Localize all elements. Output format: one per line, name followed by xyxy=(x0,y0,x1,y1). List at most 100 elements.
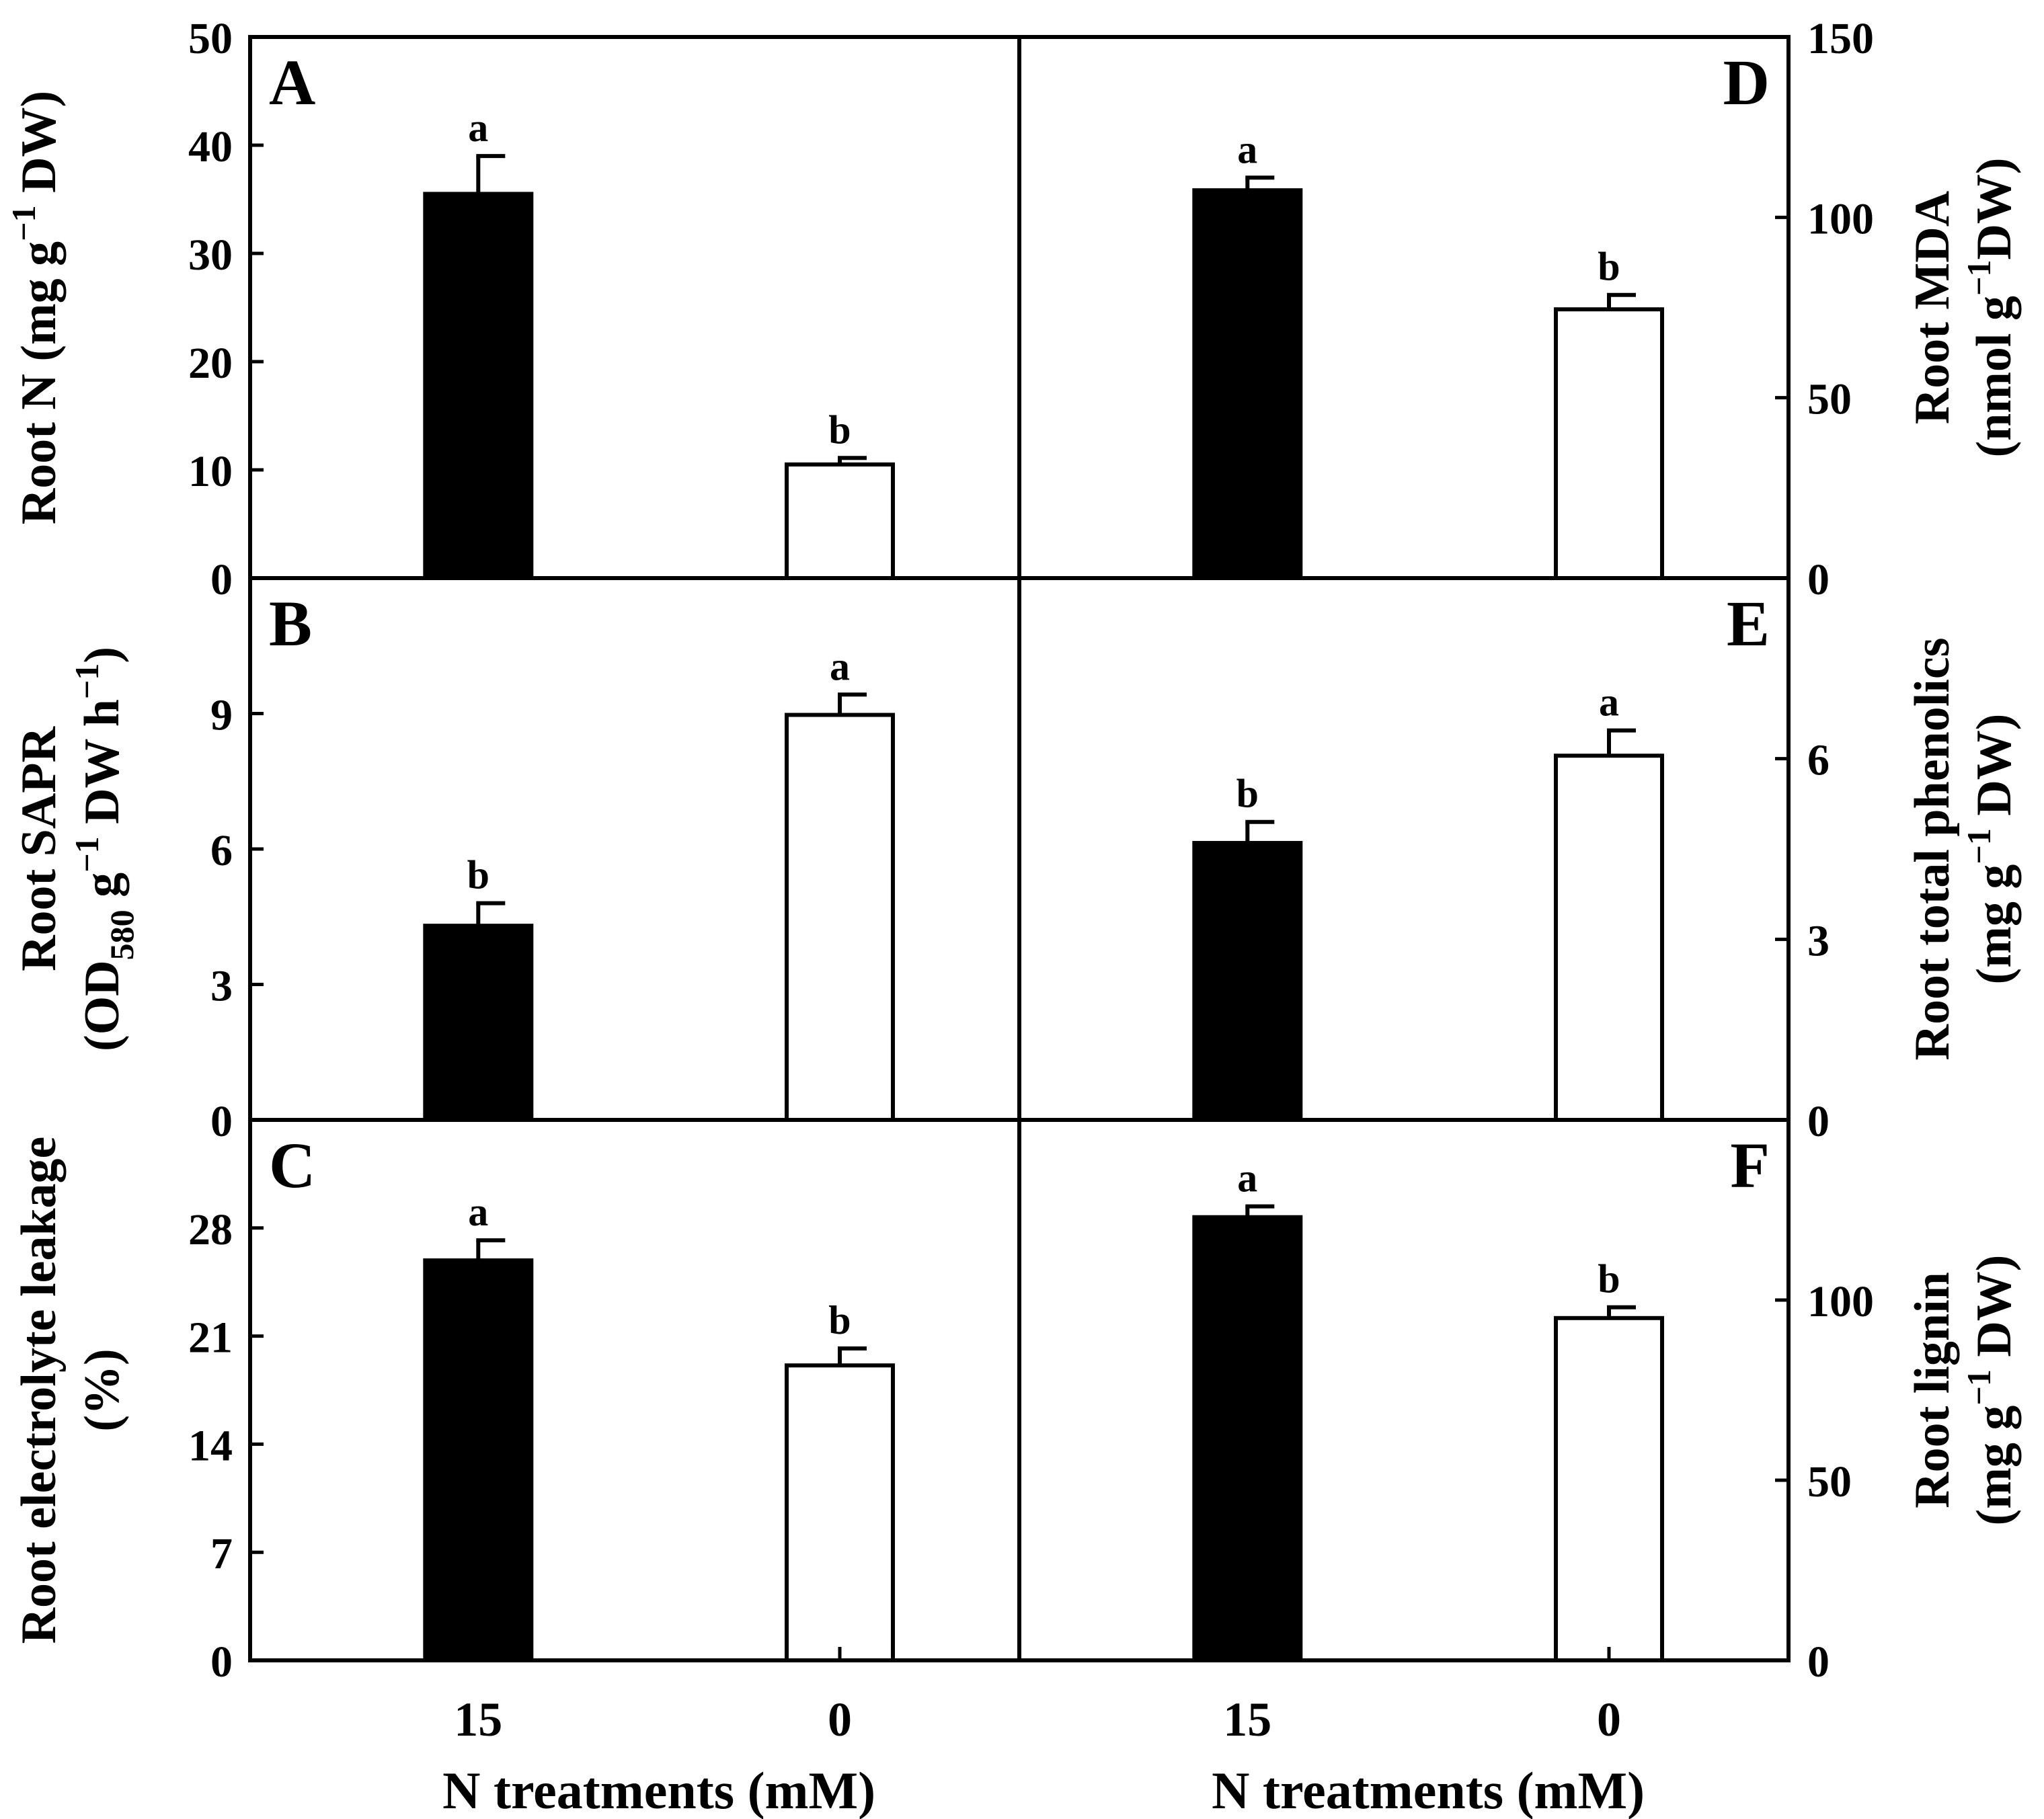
panel-letter-d: D xyxy=(1723,46,1770,118)
y-axis-title-segment: Root electrolyte leakage xyxy=(11,1137,67,1644)
significance-letter-b-0: a xyxy=(830,644,850,688)
y-tick-label-a: 20 xyxy=(188,339,233,388)
y-tick-label-f: 100 xyxy=(1807,1277,1874,1326)
significance-letter-f-15: a xyxy=(1237,1156,1257,1201)
panel-f: a b 0 50 100 F Root lignin (mg g−1 DW) xyxy=(1192,1129,2022,1687)
y-tick-label-d: 150 xyxy=(1807,14,1874,63)
y-tick-label-a: 10 xyxy=(188,447,233,496)
panel-letter-e: E xyxy=(1727,588,1770,659)
x-tick-label-right: 15 xyxy=(1223,1693,1271,1746)
significance-letter-c-15: a xyxy=(468,1190,488,1234)
y-tick-label-d: 100 xyxy=(1807,194,1874,243)
y-tick-label-a: 50 xyxy=(188,14,233,63)
y-tick-label-a: 40 xyxy=(188,122,233,171)
panel-c: a b 0 7 14 21 28 C Root electrolyte leakage (%) xyxy=(11,1129,895,1687)
y-axis-title-segment: −1 xyxy=(1960,1369,1998,1406)
bar-b-15 xyxy=(423,924,534,1123)
y-axis-title-segment: ) xyxy=(75,647,130,663)
y-axis-title-segment: (nmol g xyxy=(1967,296,2022,458)
bar-f-0 xyxy=(1553,1316,1664,1663)
y-axis-title-segment: DW h xyxy=(75,699,130,836)
bar-e-0 xyxy=(1553,754,1664,1122)
y-axis-title-segment: Root lignin xyxy=(1905,1272,1960,1508)
y-axis-title-segment: (%) xyxy=(75,1348,130,1431)
significance-letter-e-0: a xyxy=(1599,680,1619,725)
x-axis-title-left: N treatments (mM) xyxy=(442,1761,875,1819)
x-tick-label-left: 15 xyxy=(454,1693,502,1746)
y-tick-label-c: 21 xyxy=(188,1313,233,1363)
x-tick-label-left: 0 xyxy=(828,1693,852,1746)
y-tick-label-a: 30 xyxy=(188,231,233,280)
y-axis-title-segment: g xyxy=(75,873,130,910)
y-axis-title-segment: (OD xyxy=(75,960,130,1051)
panel-d: a b 0 50 100 150 D Root MDA (nmol g−1DW) xyxy=(1192,14,2022,604)
significance-letter-d-15: a xyxy=(1237,127,1257,171)
bar-e-15 xyxy=(1192,841,1303,1122)
y-axis-title-f-line-1: Root lignin xyxy=(1905,1272,1960,1508)
y-tick-label-c: 7 xyxy=(210,1529,233,1578)
panel-letter-b: B xyxy=(269,588,312,659)
bar-c-0 xyxy=(784,1363,895,1662)
y-axis-title-c-line-2: (%) xyxy=(75,1348,130,1431)
panel-letter-c: C xyxy=(269,1129,315,1201)
y-axis-title-a-line-1: Root N (mg g−1 DW) xyxy=(5,91,67,524)
significance-letter-b-15: b xyxy=(467,853,489,897)
y-axis-title-segment: −1 xyxy=(5,205,42,241)
y-axis-title-segment: Root N (mg g xyxy=(11,241,67,524)
y-axis-title-b-line-2: (OD580 g−1 DW h−1) xyxy=(68,647,141,1051)
y-axis-title-segment: −1 xyxy=(68,836,106,873)
x-axis-title-right: N treatments (mM) xyxy=(1212,1761,1645,1819)
bar-f-15 xyxy=(1192,1215,1303,1662)
y-tick-label-f: 0 xyxy=(1807,1638,1830,1687)
y-axis-title-segment: −1 xyxy=(1960,260,1998,296)
y-axis-title-segment: DW) xyxy=(11,91,67,206)
significance-letter-f-0: b xyxy=(1598,1257,1620,1301)
y-axis-title-segment: Root total phenolics xyxy=(1905,638,1960,1061)
y-tick-label-b: 9 xyxy=(210,691,233,740)
significance-letter-a-15: a xyxy=(468,106,488,150)
bar-c-15 xyxy=(423,1258,534,1663)
panel-letter-f: F xyxy=(1730,1129,1770,1201)
significance-letter-a-0: b xyxy=(828,407,851,452)
y-axis-title-segment: Root MDA xyxy=(1905,191,1960,424)
y-axis-title-c-line-1: Root electrolyte leakage xyxy=(11,1137,67,1644)
y-tick-label-f: 50 xyxy=(1807,1457,1852,1506)
y-axis-title-segment: Root SAPR xyxy=(11,726,67,971)
y-axis-title-d-line-1: Root MDA xyxy=(1905,191,1960,424)
y-axis-title-segment: (mg g xyxy=(1967,1406,2022,1526)
bar-a-15 xyxy=(423,192,534,580)
y-tick-label-b: 6 xyxy=(210,826,233,875)
y-tick-label-e: 0 xyxy=(1807,1097,1830,1146)
y-axis-title-f-line-2: (mg g−1 DW) xyxy=(1960,1255,2022,1526)
y-axis-title-e-line-1: Root total phenolics xyxy=(1905,638,1960,1061)
y-axis-title-d-line-2: (nmol g−1DW) xyxy=(1960,157,2022,457)
y-tick-label-e: 6 xyxy=(1807,736,1830,785)
y-tick-label-c: 28 xyxy=(188,1205,233,1254)
panel-a: a b 0 10 20 30 40 50 A Root N (mg g−1 DW) xyxy=(5,14,895,604)
y-axis-title-segment: DW) xyxy=(1967,1255,2022,1370)
y-tick-label-b: 0 xyxy=(210,1097,233,1146)
significance-letter-c-0: b xyxy=(828,1298,851,1342)
x-axis-group: 15 0 N treatments (mM) 15 0 N treatments (mM) xyxy=(442,1647,1645,1819)
bar-d-0 xyxy=(1553,307,1664,580)
y-tick-label-c: 14 xyxy=(188,1421,233,1470)
panel-e: b a 0 3 6 E Root total phenolics (mg g−1 DW) xyxy=(1192,588,2022,1146)
y-tick-label-e: 3 xyxy=(1807,916,1830,965)
y-axis-title-segment: −1 xyxy=(68,663,106,700)
significance-letter-e-15: b xyxy=(1236,772,1259,816)
y-tick-label-c: 0 xyxy=(210,1638,233,1687)
y-tick-label-d: 0 xyxy=(1807,555,1830,604)
y-axis-title-segment: DW) xyxy=(1967,714,2022,829)
y-axis-title-e-line-2: (mg g−1 DW) xyxy=(1960,714,2022,985)
significance-letter-d-0: b xyxy=(1598,245,1620,289)
y-tick-label-a: 0 xyxy=(210,555,233,604)
y-tick-label-d: 50 xyxy=(1807,375,1852,424)
y-axis-title-segment: DW) xyxy=(1967,157,2022,259)
bar-d-15 xyxy=(1192,188,1303,581)
panel-letter-a: A xyxy=(269,46,315,118)
y-axis-title-segment: 580 xyxy=(103,910,141,960)
y-axis-title-segment: −1 xyxy=(1960,828,1998,864)
